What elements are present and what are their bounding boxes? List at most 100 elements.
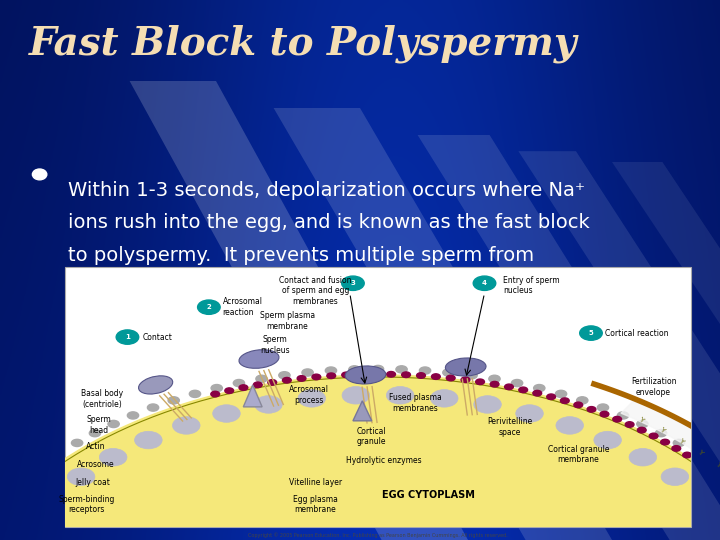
Text: Y: Y — [658, 426, 665, 434]
Circle shape — [519, 387, 528, 393]
Circle shape — [533, 390, 541, 396]
Polygon shape — [243, 385, 262, 407]
Text: ions rush into the egg, and is known as the fast block: ions rush into the egg, and is known as … — [68, 213, 590, 232]
Text: Y: Y — [696, 448, 703, 456]
Circle shape — [629, 448, 657, 466]
Text: Sperm plasma
membrane: Sperm plasma membrane — [260, 312, 315, 331]
Circle shape — [253, 382, 262, 388]
Circle shape — [298, 389, 325, 407]
Circle shape — [600, 411, 609, 417]
Circle shape — [148, 404, 158, 411]
Circle shape — [490, 381, 499, 387]
Circle shape — [387, 372, 395, 377]
Circle shape — [649, 433, 658, 439]
Circle shape — [466, 372, 477, 379]
Circle shape — [211, 384, 222, 391]
Polygon shape — [612, 162, 720, 540]
Text: Egg plasma
membrane: Egg plasma membrane — [293, 495, 338, 514]
Circle shape — [342, 387, 369, 404]
Circle shape — [489, 375, 500, 382]
Circle shape — [473, 276, 496, 291]
Text: Sperm-binding
receptors: Sperm-binding receptors — [58, 495, 115, 514]
Circle shape — [211, 392, 220, 397]
Text: Copyright © 2005 Pearson Education, Inc. Publishing as Pearson Benjamin Cummings: Copyright © 2005 Pearson Education, Inc.… — [248, 532, 508, 538]
Circle shape — [431, 389, 458, 407]
Circle shape — [655, 429, 667, 437]
Circle shape — [420, 367, 431, 374]
Text: Within 1-3 seconds, depolarization occurs where Na⁺: Within 1-3 seconds, depolarization occur… — [68, 181, 585, 200]
Circle shape — [135, 431, 162, 449]
Circle shape — [534, 384, 545, 391]
Circle shape — [168, 397, 179, 404]
Circle shape — [325, 367, 336, 374]
Text: Contact: Contact — [143, 333, 173, 342]
Circle shape — [396, 366, 408, 373]
Circle shape — [89, 429, 101, 437]
Text: Entry of sperm
nucleus: Entry of sperm nucleus — [503, 276, 560, 295]
Text: Fast Block to Polyspermy: Fast Block to Polyspermy — [29, 24, 577, 63]
Text: Fertilization
envelope: Fertilization envelope — [631, 377, 676, 397]
Text: Hydrolytic enzymes: Hydrolytic enzymes — [346, 456, 422, 465]
Circle shape — [417, 373, 426, 379]
Circle shape — [594, 431, 621, 449]
Circle shape — [613, 416, 621, 422]
Ellipse shape — [138, 376, 173, 394]
Circle shape — [443, 369, 454, 376]
Circle shape — [348, 366, 360, 373]
Circle shape — [116, 330, 139, 345]
Text: Y: Y — [638, 416, 644, 423]
Circle shape — [580, 326, 602, 340]
Circle shape — [476, 379, 485, 384]
Circle shape — [474, 396, 501, 413]
Text: Contact and fusion
of sperm and egg
membranes: Contact and fusion of sperm and egg memb… — [279, 276, 351, 306]
Text: Actin: Actin — [86, 442, 106, 451]
Circle shape — [302, 369, 313, 376]
Circle shape — [342, 276, 364, 291]
Circle shape — [546, 394, 556, 400]
Circle shape — [279, 372, 290, 379]
Circle shape — [431, 374, 440, 380]
Polygon shape — [353, 401, 372, 421]
FancyBboxPatch shape — [65, 267, 691, 526]
Circle shape — [68, 468, 95, 485]
Circle shape — [127, 412, 139, 419]
Text: entering the egg.: entering the egg. — [68, 278, 238, 297]
Circle shape — [683, 452, 691, 458]
Text: Fused plasma
membranes: Fused plasma membranes — [390, 393, 442, 413]
Circle shape — [99, 448, 127, 466]
Circle shape — [372, 372, 380, 377]
Circle shape — [342, 372, 351, 377]
Circle shape — [225, 388, 233, 394]
Circle shape — [327, 373, 336, 379]
Polygon shape — [0, 375, 720, 540]
Text: 5: 5 — [589, 330, 593, 336]
Polygon shape — [418, 135, 720, 540]
Circle shape — [661, 468, 688, 485]
Text: to polyspermy.  It prevents multiple sperm from: to polyspermy. It prevents multiple sper… — [68, 246, 534, 265]
Circle shape — [673, 440, 685, 447]
Circle shape — [637, 427, 646, 433]
Circle shape — [239, 385, 248, 390]
Text: Basal body
(centriole): Basal body (centriole) — [81, 389, 123, 409]
Ellipse shape — [446, 358, 486, 376]
Circle shape — [574, 402, 582, 408]
Circle shape — [556, 417, 583, 434]
Circle shape — [516, 405, 544, 422]
Circle shape — [555, 390, 567, 397]
Circle shape — [577, 397, 588, 404]
Circle shape — [402, 372, 410, 377]
Polygon shape — [274, 108, 612, 540]
Circle shape — [461, 377, 470, 382]
Circle shape — [560, 398, 570, 403]
Text: Cortical granule
membrane: Cortical granule membrane — [548, 445, 609, 464]
Text: Jelly coat: Jelly coat — [76, 478, 110, 487]
Circle shape — [268, 380, 276, 385]
Polygon shape — [130, 81, 468, 540]
Circle shape — [256, 375, 267, 382]
Polygon shape — [518, 151, 720, 540]
Circle shape — [189, 390, 201, 397]
Circle shape — [108, 420, 120, 428]
Text: Acrosomal
reaction: Acrosomal reaction — [222, 298, 263, 317]
Circle shape — [173, 417, 200, 434]
Text: 4: 4 — [482, 280, 487, 286]
